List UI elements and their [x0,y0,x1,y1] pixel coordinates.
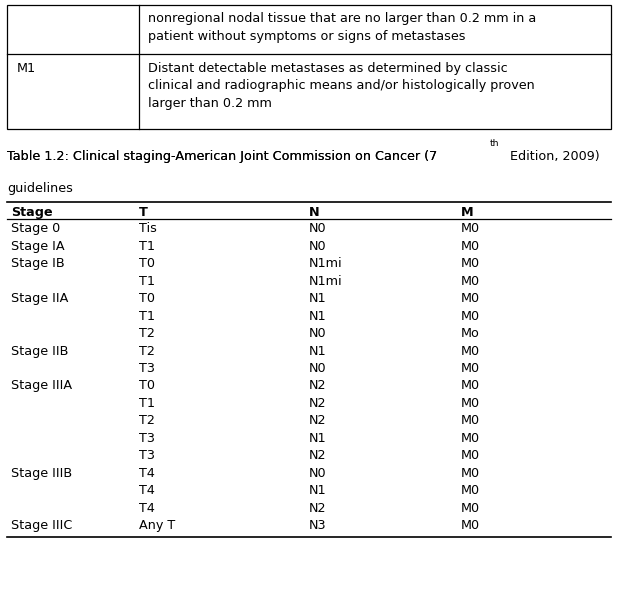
Text: N0: N0 [309,466,327,480]
Text: Stage IIA: Stage IIA [11,292,69,305]
Text: T3: T3 [139,362,155,375]
Text: M0: M0 [460,397,480,410]
Text: T3: T3 [139,431,155,445]
Text: N1: N1 [309,310,327,323]
Text: M0: M0 [460,362,480,375]
Text: T: T [139,206,148,218]
Text: Stage IA: Stage IA [11,240,65,253]
Text: T2: T2 [139,327,155,340]
Text: N0: N0 [309,362,327,375]
Text: M0: M0 [460,345,480,357]
Text: N2: N2 [309,501,326,515]
Text: guidelines: guidelines [7,182,74,195]
Text: N2: N2 [309,414,326,427]
Text: T2: T2 [139,414,155,427]
Text: Distant detectable metastases as determined by classic: Distant detectable metastases as determi… [148,62,508,75]
Text: N2: N2 [309,379,326,392]
Text: nonregional nodal tissue that are no larger than 0.2 mm in a: nonregional nodal tissue that are no lar… [148,12,536,25]
Text: N2: N2 [309,397,326,410]
Text: Tis: Tis [139,222,157,236]
Text: larger than 0.2 mm: larger than 0.2 mm [148,97,272,110]
Text: M0: M0 [460,466,480,480]
Text: Stage IIIA: Stage IIIA [11,379,72,392]
Text: M0: M0 [460,431,480,445]
Text: N1mi: N1mi [309,275,342,288]
Text: T1: T1 [139,310,155,323]
Text: Mo: Mo [460,327,480,340]
Text: T0: T0 [139,292,155,305]
Text: N1mi: N1mi [309,257,342,271]
Text: Stage IB: Stage IB [11,257,65,271]
Text: T4: T4 [139,501,155,515]
Text: N1: N1 [309,431,327,445]
Text: clinical and radiographic means and/or histologically proven: clinical and radiographic means and/or h… [148,79,535,92]
Text: N2: N2 [309,449,326,462]
Text: N1: N1 [309,345,327,357]
Text: T1: T1 [139,275,155,288]
Text: th: th [489,139,499,148]
Text: M0: M0 [460,501,480,515]
Text: M0: M0 [460,310,480,323]
Text: T0: T0 [139,257,155,271]
Text: M: M [460,206,473,218]
Text: Stage IIB: Stage IIB [11,345,69,357]
Text: M0: M0 [460,257,480,271]
Text: N1: N1 [309,292,327,305]
Text: N: N [309,206,320,218]
Text: Stage 0: Stage 0 [11,222,61,236]
Text: Any T: Any T [139,519,176,532]
Text: T3: T3 [139,449,155,462]
Text: Edition, 2009): Edition, 2009) [506,150,599,163]
Text: M0: M0 [460,449,480,462]
Text: Stage IIIC: Stage IIIC [11,519,72,532]
Text: M0: M0 [460,379,480,392]
Text: N1: N1 [309,484,327,497]
Text: Stage IIIB: Stage IIIB [11,466,72,480]
Text: N0: N0 [309,240,327,253]
Text: N0: N0 [309,327,327,340]
Text: M1: M1 [17,62,36,75]
Text: patient without symptoms or signs of metastases: patient without symptoms or signs of met… [148,29,466,43]
Text: Table 1.2: Clinical staging-American Joint Commission on Cancer (7: Table 1.2: Clinical staging-American Joi… [7,150,438,163]
Text: Stage: Stage [11,206,53,218]
Text: N0: N0 [309,222,327,236]
Text: M0: M0 [460,240,480,253]
Text: M0: M0 [460,414,480,427]
Text: M0: M0 [460,222,480,236]
Text: T4: T4 [139,466,155,480]
Text: T4: T4 [139,484,155,497]
Text: T2: T2 [139,345,155,357]
Text: Table 1.2: Clinical staging-American Joint Commission on Cancer (7: Table 1.2: Clinical staging-American Joi… [7,150,438,163]
Text: M0: M0 [460,275,480,288]
Text: N3: N3 [309,519,327,532]
Text: T0: T0 [139,379,155,392]
Text: M0: M0 [460,292,480,305]
Text: T1: T1 [139,240,155,253]
Text: T1: T1 [139,397,155,410]
Text: M0: M0 [460,519,480,532]
Text: M0: M0 [460,484,480,497]
